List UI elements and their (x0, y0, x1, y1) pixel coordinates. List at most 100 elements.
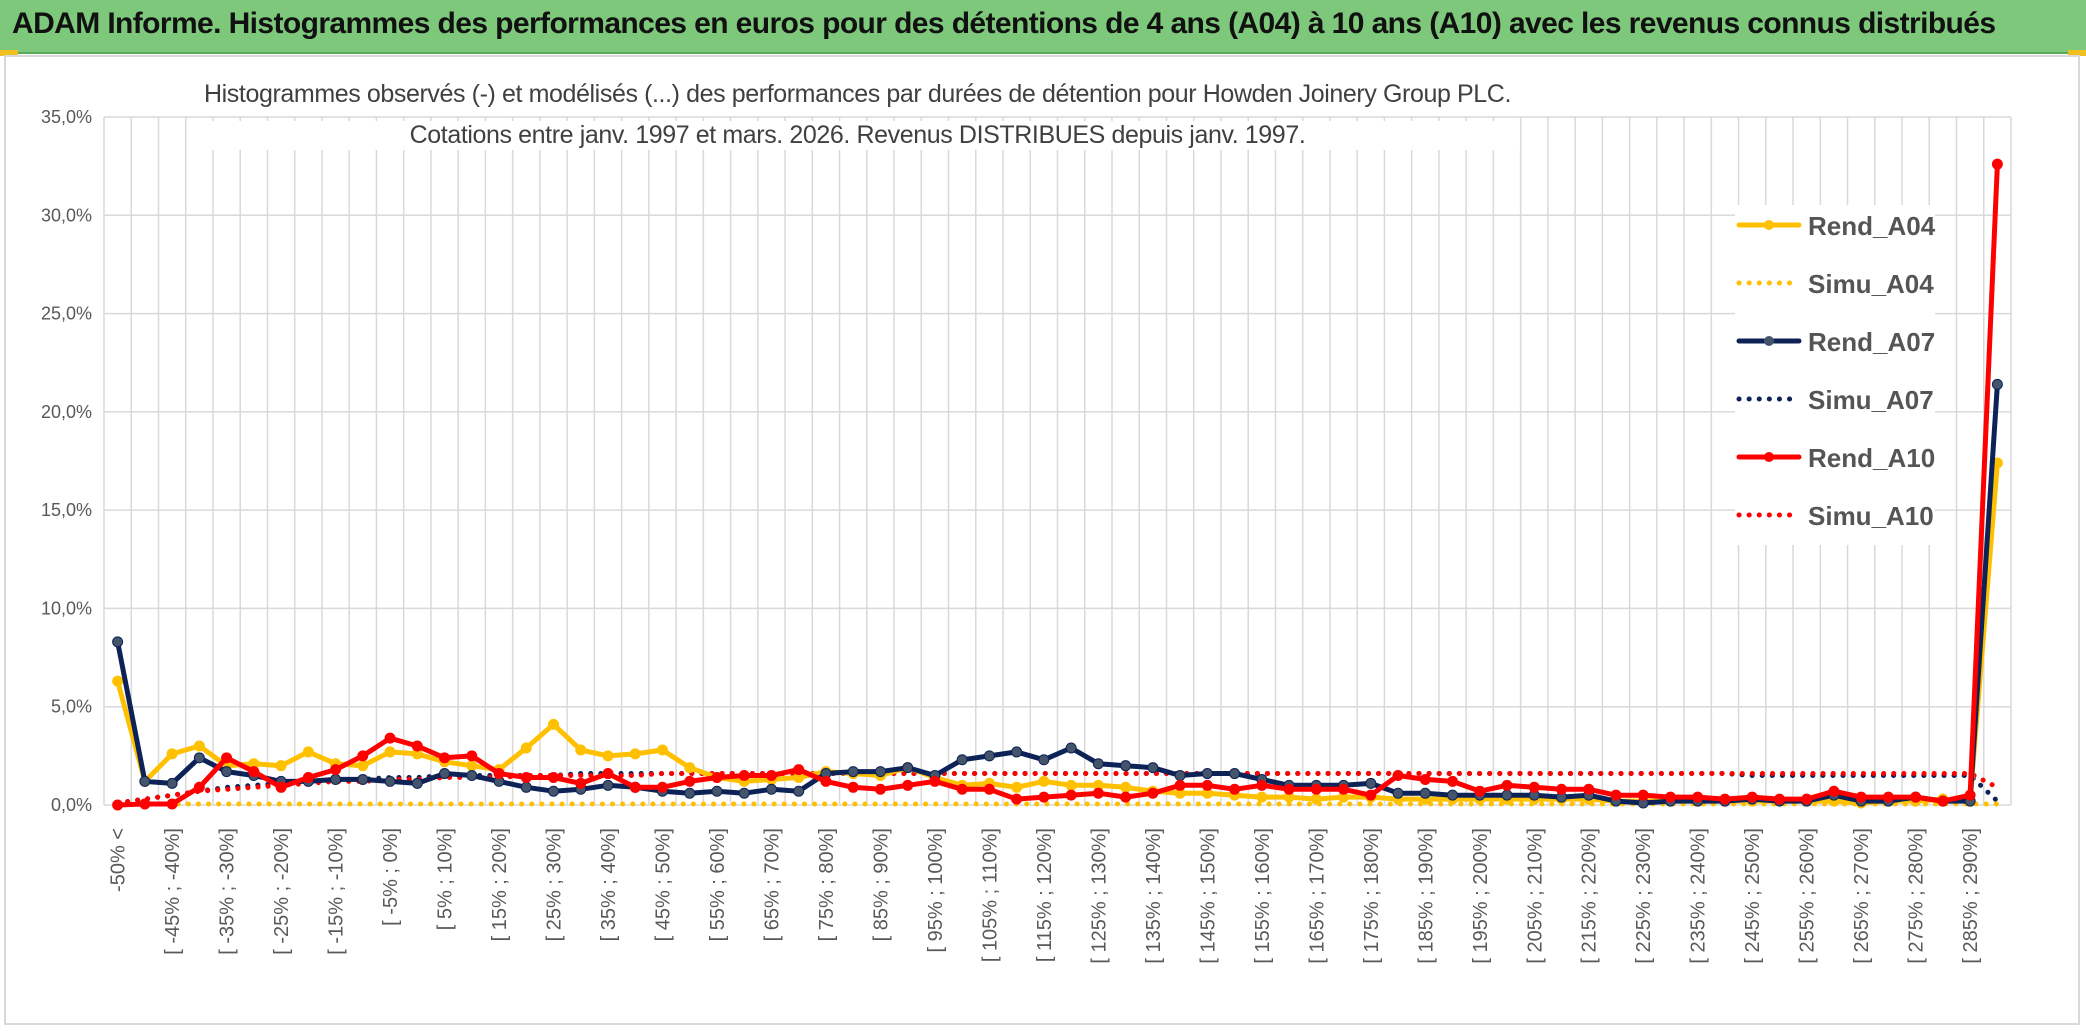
data-point-rend-a10 (1011, 793, 1023, 805)
data-point-rend-a10 (1610, 789, 1622, 801)
y-tick-label: 35,0% (41, 107, 92, 127)
x-tick-label: -50% < (108, 828, 130, 892)
data-point-rend-a04 (548, 718, 560, 730)
data-point-rend-a04 (275, 760, 287, 772)
data-point-rend-a10 (1583, 783, 1595, 795)
x-tick-label: [ 265% ; 270%] (1851, 828, 1873, 964)
data-point-rend-a04 (302, 746, 314, 758)
data-point-rend-a10 (1065, 789, 1077, 801)
legend-item-simu-a10: Simu_A10 (1735, 495, 1935, 535)
x-tick-label: [ 255% ; 260%] (1797, 828, 1819, 964)
data-point-rend-a10 (330, 764, 342, 776)
data-point-rend-a10 (1637, 789, 1649, 801)
data-point-rend-a10 (1474, 785, 1486, 797)
data-point-rend-a07 (602, 779, 614, 791)
data-point-rend-a10 (1120, 791, 1132, 803)
data-point-rend-a07 (1229, 768, 1241, 780)
data-point-rend-a10 (548, 771, 560, 783)
y-tick-label: 0,0% (51, 795, 92, 815)
y-tick-label: 20,0% (41, 402, 92, 422)
data-point-rend-a10 (384, 732, 396, 744)
data-point-rend-a10 (1910, 791, 1922, 803)
data-point-rend-a04 (1120, 781, 1132, 793)
data-point-rend-a04 (1038, 775, 1050, 787)
data-point-rend-a07 (1147, 762, 1159, 774)
data-point-rend-a10 (1664, 791, 1676, 803)
data-point-rend-a07 (1365, 777, 1377, 789)
legend-marker (1764, 220, 1774, 230)
data-point-rend-a07 (983, 750, 995, 762)
data-point-rend-a07 (684, 787, 696, 799)
data-point-rend-a07 (1174, 770, 1186, 782)
data-point-rend-a07 (548, 785, 560, 797)
x-tick-label: [ -45% ; -40%] (162, 828, 184, 955)
data-point-rend-a07 (956, 754, 968, 766)
data-point-rend-a10 (765, 770, 777, 782)
data-point-rend-a04 (193, 740, 205, 752)
data-point-rend-a07 (221, 766, 233, 778)
data-point-rend-a10 (1283, 783, 1295, 795)
data-point-rend-a04 (1310, 793, 1322, 805)
data-point-rend-a10 (684, 775, 696, 787)
x-tick-label: [ 145% ; 150%] (1197, 828, 1219, 964)
data-point-rend-a10 (1528, 781, 1540, 793)
x-tick-label: [ 115% ; 120%] (1034, 828, 1056, 962)
chart-title-line-2: Cotations entre janv. 1997 et mars. 2026… (195, 121, 1520, 150)
legend-label: Rend_A04 (1808, 211, 1936, 241)
data-point-rend-a04 (1256, 791, 1268, 803)
x-tick-label: [ 25% ; 30%] (544, 828, 566, 941)
data-point-rend-a04 (575, 744, 587, 756)
data-point-rend-a10 (1991, 158, 2003, 170)
data-point-rend-a10 (956, 783, 968, 795)
x-tick-label: [ -5% ; 0%] (380, 828, 402, 926)
y-tick-label: 30,0% (41, 205, 92, 225)
data-point-rend-a07 (1092, 758, 1104, 770)
x-tick-label: [ 165% ; 170%] (1306, 828, 1328, 964)
data-point-rend-a07 (466, 770, 478, 782)
y-tick-label: 10,0% (41, 598, 92, 618)
x-tick-label: [ 245% ; 250%] (1742, 828, 1764, 964)
x-tick-label: [ 105% ; 110%] (979, 828, 1001, 962)
data-point-rend-a07 (1201, 768, 1213, 780)
data-point-rend-a07 (520, 781, 532, 793)
data-point-rend-a07 (1447, 789, 1459, 801)
data-point-rend-a10 (1501, 779, 1513, 791)
data-point-rend-a10 (1229, 783, 1241, 795)
data-point-rend-a04 (520, 742, 532, 754)
data-point-rend-a10 (275, 781, 287, 793)
x-tick-label: [ 275% ; 280%] (1906, 828, 1928, 964)
legend-label: Simu_A04 (1808, 269, 1934, 299)
data-point-rend-a07 (1065, 742, 1077, 754)
data-point-rend-a10 (1201, 779, 1213, 791)
legend-item-rend-a04: Rend_A04 (1735, 205, 1935, 245)
data-point-rend-a10 (1719, 793, 1731, 805)
x-tick-label: [ 185% ; 190%] (1415, 828, 1437, 964)
x-tick-label: [ 65% ; 70%] (761, 828, 783, 941)
y-tick-label: 5,0% (51, 697, 92, 717)
data-point-rend-a04 (166, 748, 178, 760)
x-tick-label: [ -15% ; -10%] (326, 828, 348, 955)
legend-label: Simu_A10 (1808, 501, 1934, 531)
data-point-rend-a07 (1038, 754, 1050, 766)
legend-marker (1764, 452, 1774, 462)
series-line-rend-a07 (115, 381, 2000, 806)
data-point-rend-a07 (874, 766, 886, 778)
data-point-rend-a10 (520, 771, 532, 783)
legend-item-rend-a07: Rend_A07 (1735, 321, 1935, 361)
data-point-rend-a10 (1882, 791, 1894, 803)
data-point-rend-a10 (1419, 773, 1431, 785)
data-point-rend-a10 (1147, 787, 1159, 799)
data-point-rend-a07 (1991, 378, 2003, 390)
data-point-rend-a10 (983, 783, 995, 795)
data-point-rend-a04 (466, 760, 478, 772)
data-point-rend-a10 (1773, 793, 1785, 805)
data-point-rend-a10 (1038, 791, 1050, 803)
data-point-rend-a07 (765, 783, 777, 795)
legend-marker (1764, 336, 1774, 346)
data-point-rend-a10 (221, 752, 233, 764)
data-point-rend-a04 (629, 748, 641, 760)
legend-label: Simu_A07 (1808, 385, 1934, 415)
data-point-rend-a10 (820, 775, 832, 787)
legend-item-simu-a07: Simu_A07 (1735, 379, 1935, 419)
data-point-rend-a10 (602, 768, 614, 780)
